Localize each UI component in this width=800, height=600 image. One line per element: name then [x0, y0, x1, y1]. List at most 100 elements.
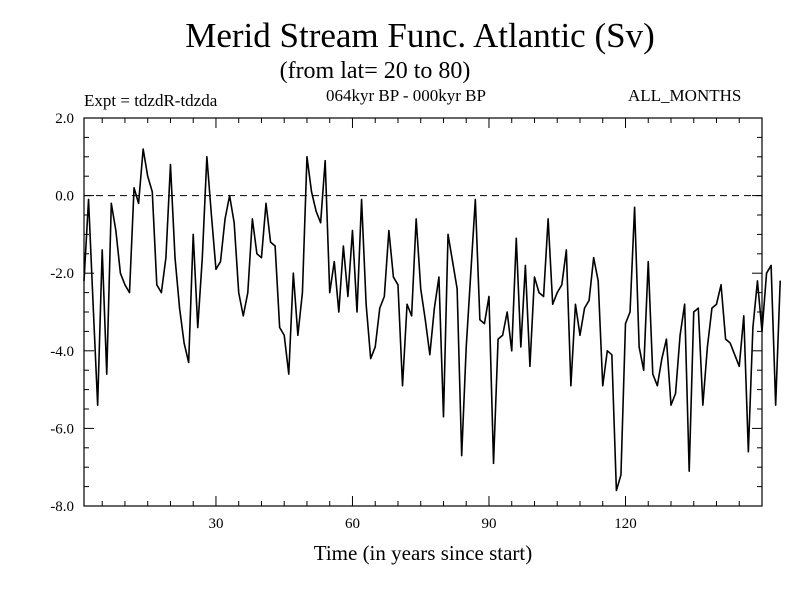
data-point — [178, 307, 181, 309]
data-point — [292, 272, 294, 274]
data-point — [674, 392, 677, 395]
data-point — [752, 326, 754, 329]
data-point — [743, 315, 745, 317]
data-point — [670, 404, 672, 406]
data-point — [238, 292, 240, 294]
data-point — [406, 303, 408, 305]
data-point — [442, 416, 445, 418]
data-point — [197, 326, 199, 329]
data-point — [351, 229, 354, 232]
data-point — [693, 311, 695, 313]
data-point — [301, 292, 304, 294]
data-point — [524, 264, 526, 267]
data-point — [533, 276, 536, 278]
data-point — [725, 338, 727, 340]
data-point — [333, 260, 335, 263]
data-point — [520, 346, 522, 348]
data-point — [756, 280, 759, 282]
data-point — [556, 292, 558, 294]
data-point — [647, 260, 649, 263]
data-point — [415, 218, 417, 220]
data-point — [488, 295, 490, 298]
data-point — [643, 369, 645, 371]
data-point — [260, 257, 263, 259]
data-point — [611, 354, 613, 356]
data-point — [588, 299, 590, 301]
data-point — [119, 272, 121, 274]
data-point — [360, 198, 363, 201]
data-point — [765, 272, 768, 274]
data-point — [115, 229, 117, 232]
data-point — [247, 292, 249, 294]
data-point — [420, 288, 422, 290]
data-point — [661, 357, 663, 360]
data-point — [397, 284, 399, 286]
data-point — [593, 257, 595, 259]
data-point — [615, 489, 617, 492]
data-point — [279, 326, 281, 329]
data-point — [711, 307, 713, 309]
data-point — [315, 210, 317, 212]
data-point — [297, 334, 299, 336]
data-point — [561, 284, 563, 286]
data-point — [734, 354, 736, 356]
data-point — [552, 303, 554, 305]
data-point — [770, 264, 772, 267]
period-label: 064kyr BP - 000kyr BP — [326, 86, 486, 105]
data-point — [474, 198, 476, 201]
data-point — [251, 218, 253, 220]
data-point — [219, 260, 222, 263]
data-point — [310, 191, 313, 193]
y-tick-label: -2.0 — [50, 266, 74, 282]
data-point — [101, 249, 103, 251]
data-point — [729, 342, 731, 344]
data-point — [87, 198, 90, 201]
data-point — [502, 334, 504, 336]
data-point — [329, 292, 331, 294]
data-point — [738, 365, 740, 367]
data-point — [761, 330, 763, 332]
data-point — [269, 241, 272, 243]
data-point — [106, 373, 108, 375]
data-point — [283, 334, 285, 336]
data-point — [201, 257, 203, 259]
data-point — [206, 156, 208, 158]
data-point — [165, 257, 167, 259]
experiment-label: Expt = tdzdR-tdzda — [84, 91, 218, 110]
data-point — [124, 284, 126, 286]
data-point — [383, 295, 385, 298]
data-point — [411, 315, 413, 317]
data-point — [529, 365, 531, 367]
y-tick-label: -6.0 — [50, 421, 74, 437]
data-point — [110, 202, 112, 204]
data-point — [169, 163, 172, 166]
y-tick-label: 2.0 — [55, 111, 74, 127]
data-point — [451, 260, 454, 263]
y-tick-label: 0.0 — [55, 189, 74, 205]
data-point — [392, 276, 395, 278]
data-point — [515, 237, 517, 239]
data-point — [779, 280, 781, 282]
axis-ticks — [84, 117, 762, 507]
data-point — [128, 292, 131, 294]
x-tick-label: 60 — [345, 516, 360, 532]
data-point — [492, 462, 495, 464]
series-line — [83, 148, 781, 492]
data-point — [547, 218, 549, 220]
data-point — [570, 385, 572, 387]
data-point — [388, 229, 390, 232]
data-point — [511, 350, 513, 352]
data-point — [624, 323, 627, 325]
data-point — [342, 245, 344, 247]
data-point — [151, 191, 153, 193]
data-point — [356, 311, 358, 313]
chart-subtitle: (from lat= 20 to 80) — [279, 58, 471, 84]
y-tick-label: -4.0 — [50, 344, 74, 360]
data-point — [656, 385, 658, 387]
data-point — [288, 373, 290, 375]
data-point — [147, 175, 149, 177]
data-point — [679, 334, 681, 336]
data-point — [747, 451, 749, 453]
data-point — [633, 206, 636, 208]
